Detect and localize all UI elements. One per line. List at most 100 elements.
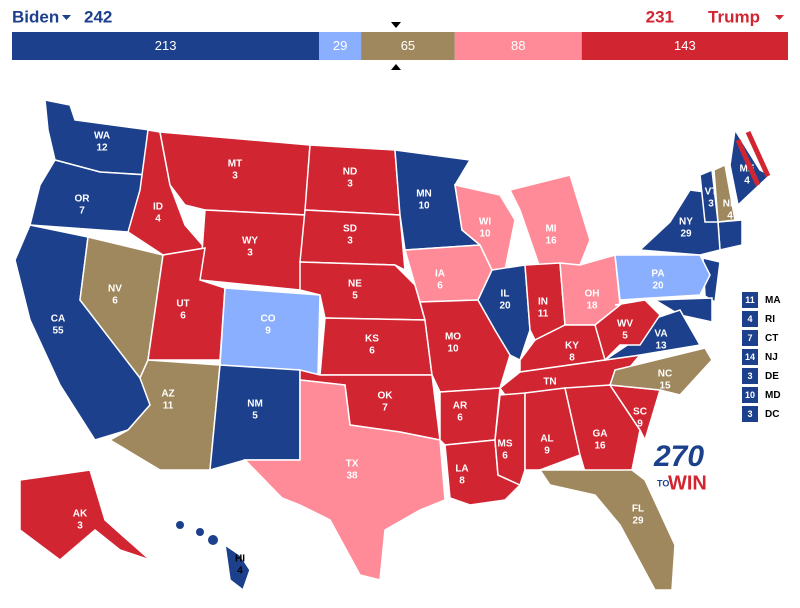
state-ev: 8 xyxy=(459,476,465,487)
bar-segment xyxy=(454,32,582,60)
state-abbr: IL xyxy=(501,289,510,300)
state-abbr: WA xyxy=(94,131,110,142)
bar-segment xyxy=(12,32,320,60)
state-abbr: PA xyxy=(651,269,664,280)
state-ev: 9 xyxy=(637,419,643,430)
state-abbr: NV xyxy=(108,284,122,295)
state-ev: 10 xyxy=(447,344,459,355)
state-ev: 16 xyxy=(545,236,557,247)
logo-number: 270 xyxy=(653,440,704,473)
state-ev: 5 xyxy=(622,331,628,342)
state-ev: 20 xyxy=(499,301,511,312)
state-ev: 4 xyxy=(155,214,161,225)
state-abbr: NC xyxy=(658,369,672,380)
island xyxy=(176,521,184,529)
state-ev: 10 xyxy=(479,229,491,240)
state-ev: 11 xyxy=(163,401,174,412)
state-ev: 12 xyxy=(96,143,108,154)
caret[interactable] xyxy=(775,15,784,20)
small-ev: 14 xyxy=(745,352,755,362)
state-ev: 9 xyxy=(544,446,550,457)
ev-box xyxy=(742,330,758,346)
state-ev: 15 xyxy=(659,381,671,392)
bar-segment xyxy=(361,32,455,60)
state-abbr: CA xyxy=(51,314,65,325)
small-ev: 7 xyxy=(747,333,752,343)
state-abbr: LA xyxy=(455,464,468,475)
state-abbr: TN xyxy=(543,377,556,388)
small-abbr: RI xyxy=(765,314,775,325)
state-ev: 3 xyxy=(232,171,238,182)
small-ev: 3 xyxy=(747,371,752,381)
logo: 270 TO WIN xyxy=(653,440,707,494)
state-abbr: AR xyxy=(453,401,468,412)
state-ev: 3 xyxy=(347,179,353,190)
state-shape xyxy=(652,297,713,323)
ev-box xyxy=(742,387,758,403)
state-shape xyxy=(404,244,493,303)
state-abbr: SC xyxy=(633,407,647,418)
state-ev: 29 xyxy=(680,229,692,240)
state-ev: 4 xyxy=(727,211,733,222)
small-abbr: MD xyxy=(765,390,781,401)
state-abbr: MS xyxy=(498,439,513,450)
state-ev: 3 xyxy=(708,199,714,210)
split-stripe xyxy=(735,138,761,187)
state-ev: 3 xyxy=(247,248,253,259)
state-shape xyxy=(508,174,591,269)
island xyxy=(196,528,204,536)
state-abbr: NH xyxy=(723,199,737,210)
state-shape xyxy=(538,469,676,591)
state-ev: 6 xyxy=(437,281,443,292)
caret[interactable] xyxy=(62,15,71,20)
state-ev: 6 xyxy=(369,346,375,357)
state-abbr: WY xyxy=(242,236,258,247)
summary-bar: 213 29 65 88 143 xyxy=(12,32,788,60)
small-ev: 11 xyxy=(745,295,755,305)
state-ev: 11 xyxy=(538,309,549,320)
state-abbr: FL xyxy=(632,504,644,515)
midpoint-marker xyxy=(391,22,401,28)
state-ev: 4 xyxy=(237,566,243,577)
state-ev: 3 xyxy=(77,521,83,532)
state-abbr: VT xyxy=(705,187,718,198)
midpoint-marker xyxy=(391,64,401,70)
state-ev: 9 xyxy=(265,326,271,337)
state-shape xyxy=(319,317,433,376)
segment-label: 213 xyxy=(155,38,177,53)
state-abbr: ID xyxy=(153,202,163,213)
state-abbr: OH xyxy=(585,289,600,300)
state-abbr: HI xyxy=(235,554,245,565)
state-abbr: KY xyxy=(565,341,579,352)
right-candidate[interactable]: Trump xyxy=(708,7,760,26)
state-ev: 5 xyxy=(252,411,258,422)
state-abbr: ND xyxy=(343,167,357,178)
state-ev: 38 xyxy=(346,471,358,482)
state-shape xyxy=(524,387,581,471)
state-ev: 6 xyxy=(112,296,118,307)
state-abbr: MT xyxy=(228,159,242,170)
state-abbr: GA xyxy=(593,429,608,440)
small-states: 11 MA 4 RI 7 CT 14 NJ 3 DE 10 MD 3 DC xyxy=(742,292,781,422)
state-abbr: MI xyxy=(545,224,556,235)
state-shape xyxy=(608,347,713,396)
state-abbr: NM xyxy=(247,399,263,410)
ev-box xyxy=(742,368,758,384)
state-abbr: IN xyxy=(538,297,548,308)
state-abbr: NY xyxy=(679,217,693,228)
state-abbr: IA xyxy=(435,269,445,280)
small-ev: 4 xyxy=(747,314,752,324)
state-shape xyxy=(594,299,661,362)
state-abbr: AL xyxy=(540,434,553,445)
state-abbr: TX xyxy=(346,459,359,470)
state-abbr: SD xyxy=(343,224,357,235)
state-abbr: OK xyxy=(378,391,394,402)
state-ev: 5 xyxy=(352,291,358,302)
state-abbr: AK xyxy=(73,509,88,520)
state-abbr: VA xyxy=(654,329,667,340)
ev-box xyxy=(742,311,758,327)
state-shape xyxy=(243,379,446,581)
left-candidate[interactable]: Biden xyxy=(12,7,59,26)
